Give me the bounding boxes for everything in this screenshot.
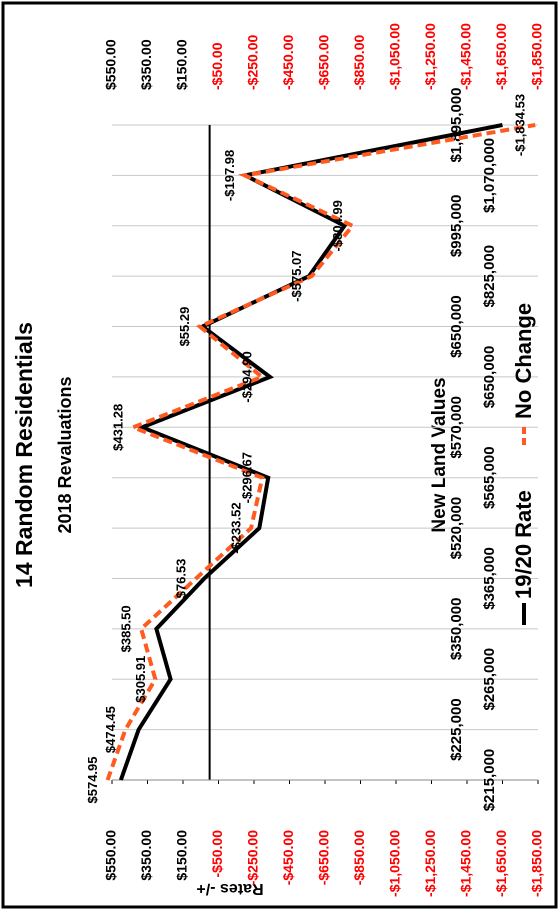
y-tick-label: -$50.00	[209, 830, 225, 878]
x-tick-label: $1,895,000	[448, 87, 465, 162]
line-series	[105, 123, 536, 781]
y-tick-label: $150.00	[174, 830, 190, 881]
x-tick-label: $995,000	[448, 194, 465, 257]
y-tick-label: -$1,050.00	[387, 830, 403, 897]
data-label: -$296.67	[240, 452, 255, 503]
data-label: $385.50	[119, 605, 134, 652]
y-tick-label-right: -$1,450.00	[458, 23, 474, 90]
data-label: $55.29	[177, 307, 192, 347]
data-label: $305.91	[133, 656, 148, 703]
y-tick-label: $550.00	[103, 830, 119, 881]
x-tick-label: $825,000	[481, 245, 498, 308]
data-label: $76.53	[173, 559, 188, 599]
data-label: $431.28	[111, 404, 126, 451]
y-tick-label-right: -$1,650.00	[493, 23, 509, 90]
chart-subtitle: 2018 Revaluations	[55, 376, 75, 533]
y-tick-label-right: -$1,850.00	[529, 23, 545, 90]
data-label: -$575.07	[289, 250, 304, 301]
y-tick-label-right: -$1,250.00	[422, 23, 438, 90]
y-tick-label-right: -$1,050.00	[387, 23, 403, 90]
y-tick-label-right: -$850.00	[351, 35, 367, 90]
y-tick-label: -$1,850.00	[529, 830, 545, 897]
y-tick-label: -$650.00	[316, 830, 332, 885]
line-series	[118, 123, 503, 781]
data-label: $574.95	[85, 757, 100, 804]
x-tick-label: $565,000	[481, 446, 498, 509]
y-tick-label-right: $550.00	[103, 39, 119, 90]
data-label: -$804.99	[330, 200, 345, 251]
y-tick-label-right: $350.00	[138, 39, 154, 90]
y-tick-label-right: $150.00	[174, 39, 190, 90]
x-tick-label: $215,000	[481, 749, 498, 812]
chart-title: 14 Random Residentials	[11, 322, 37, 588]
x-tick-label: $265,000	[481, 648, 498, 711]
x-axis-title: New Land Values	[429, 377, 450, 532]
y-tick-label-right: -$50.00	[209, 42, 225, 90]
x-tick-label: $365,000	[481, 547, 498, 610]
y-tick-label-right: -$250.00	[245, 35, 261, 90]
data-label: $474.45	[103, 706, 118, 753]
y-tick-label: -$450.00	[280, 830, 296, 885]
y-tick-label: $350.00	[138, 830, 154, 881]
x-tick-label: $520,000	[448, 497, 465, 560]
x-tick-label: $1,070,000	[481, 138, 498, 213]
x-tick-label: $650,000	[448, 295, 465, 358]
y-tick-label: -$1,450.00	[458, 830, 474, 897]
y-tick-label: -$1,250.00	[422, 830, 438, 897]
y-tick-label: -$850.00	[351, 830, 367, 885]
data-label: -$197.98	[222, 150, 237, 201]
data-label: -$294.90	[239, 351, 254, 402]
legend-label: 19/20 Rate	[511, 490, 536, 599]
y-tick-label-right: -$450.00	[280, 35, 296, 90]
y-tick-label: -$250.00	[245, 830, 261, 885]
data-label: -$233.52	[229, 502, 244, 553]
y-tick-label: -$1,650.00	[493, 830, 509, 897]
x-tick-label: $650,000	[481, 346, 498, 409]
x-tick-label: $570,000	[448, 396, 465, 459]
legend-label: No Change	[511, 303, 536, 419]
x-tick-label: $225,000	[448, 698, 465, 761]
y-tick-label-right: -$650.00	[316, 35, 332, 90]
data-label: -$1,834.53	[513, 94, 528, 156]
y-axis-title: Rates -/+	[196, 880, 263, 897]
x-tick-label: $350,000	[448, 598, 465, 661]
